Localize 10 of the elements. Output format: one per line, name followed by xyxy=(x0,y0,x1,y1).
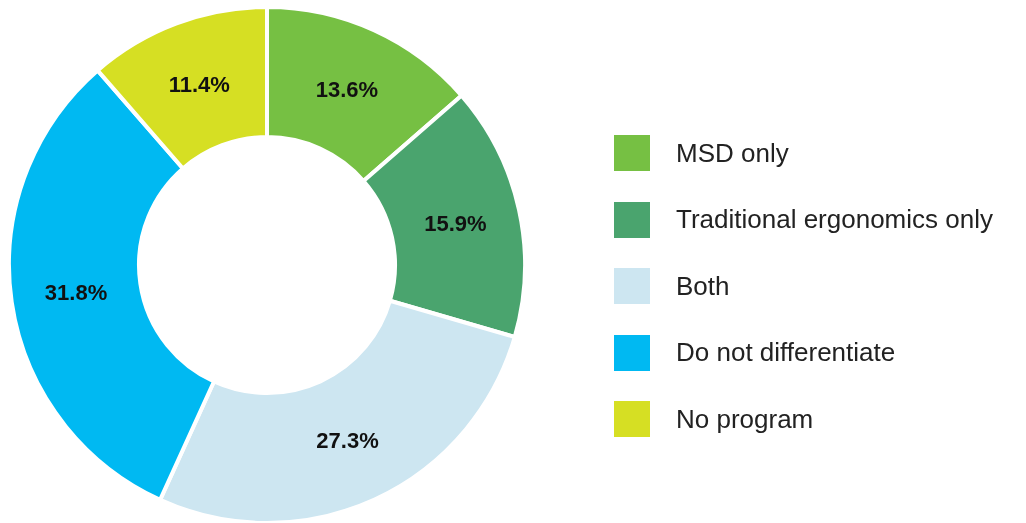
legend-label: Both xyxy=(676,270,730,302)
data-label: 11.4% xyxy=(168,71,230,97)
legend-label: Do not differentiate xyxy=(676,337,896,368)
legend-label: MSD only xyxy=(676,137,789,169)
data-label: 31.8% xyxy=(44,280,108,306)
data-label: 15.9% xyxy=(424,210,487,236)
data-label: 13.6% xyxy=(315,76,379,102)
data-label: 27.3% xyxy=(316,427,379,453)
legend-label: No program xyxy=(676,403,814,435)
legend-label: Traditional ergonomics only xyxy=(676,204,993,235)
